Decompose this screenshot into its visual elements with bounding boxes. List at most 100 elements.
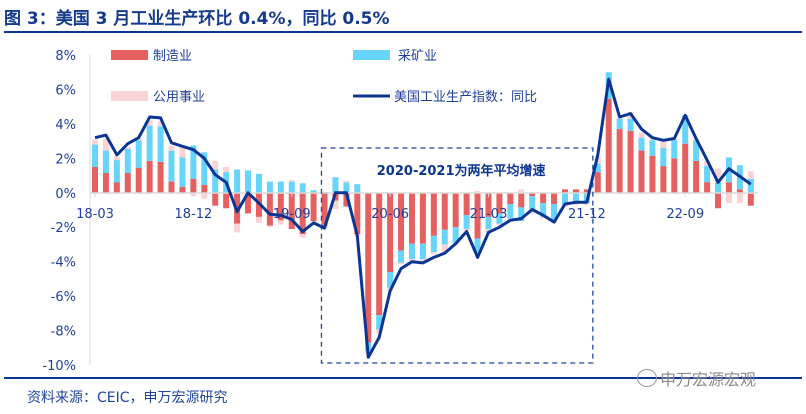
- bar-utilities: [638, 132, 645, 138]
- bar-manufacturing: [485, 192, 492, 217]
- bar-utilities: [223, 166, 230, 173]
- bar-manufacturing: [179, 186, 186, 193]
- bar-manufacturing: [649, 155, 656, 193]
- bar-manufacturing: [736, 189, 743, 193]
- bar-mining: [463, 215, 470, 229]
- bar-mining: [245, 170, 252, 193]
- footer-rule: [4, 377, 802, 379]
- bar-mining: [179, 157, 186, 187]
- bar-manufacturing: [157, 161, 164, 193]
- bar-manufacturing: [113, 182, 120, 193]
- bar-mining: [747, 179, 754, 193]
- bar-utilities: [288, 179, 295, 182]
- bar-mining: [660, 148, 667, 167]
- bar-utilities: [234, 223, 241, 233]
- bar-manufacturing: [168, 181, 175, 193]
- y-axis: 8% 6% 4% 2% 0% -2% -4% -6% -8% -10%: [42, 49, 76, 374]
- bars: [92, 72, 754, 355]
- bar-mining: [408, 243, 415, 260]
- y-tick-label: -8%: [51, 325, 76, 340]
- bar-mining: [92, 144, 98, 167]
- bar-mining: [102, 150, 109, 173]
- legend-swatch-utilities: [111, 91, 148, 101]
- bar-manufacturing: [452, 192, 459, 228]
- bar-mining: [255, 173, 262, 193]
- bar-mining: [572, 192, 579, 204]
- y-tick-label: 6%: [55, 83, 76, 98]
- bar-utilities: [649, 138, 656, 141]
- bar-mining: [551, 203, 558, 222]
- bar-mining: [234, 169, 241, 193]
- annotation-box: [320, 147, 594, 364]
- bar-manufacturing: [518, 192, 525, 208]
- bar-utilities: [92, 139, 98, 145]
- bar-mining: [190, 145, 197, 179]
- bar-manufacturing: [474, 192, 481, 239]
- bar-manufacturing: [682, 143, 689, 193]
- bar-utilities: [299, 234, 306, 238]
- legend: 制造业 采矿业 公用事业 美国工业生产指数：同比: [111, 49, 537, 105]
- bar-mining: [288, 181, 295, 193]
- bar-manufacturing: [419, 192, 426, 244]
- y-tick-label: -2%: [51, 221, 76, 236]
- bar-mining: [310, 190, 317, 193]
- bar-mining: [496, 213, 503, 224]
- bar-mining: [485, 216, 492, 229]
- bar-manufacturing: [212, 192, 219, 206]
- bar-utilities: [441, 244, 448, 253]
- bar-mining: [507, 203, 514, 219]
- bar-manufacturing: [693, 160, 700, 193]
- bar-manufacturing: [321, 192, 328, 226]
- bar-mining: [715, 182, 722, 193]
- bar-mining: [146, 125, 153, 161]
- y-tick-label: -4%: [51, 256, 76, 271]
- bar-utilities: [518, 189, 525, 193]
- bar-utilities: [583, 203, 590, 205]
- bar-mining: [168, 150, 175, 182]
- bar-utilities: [179, 147, 186, 158]
- bar-utilities: [343, 180, 350, 183]
- bar-manufacturing: [671, 158, 678, 193]
- bar-mining: [693, 140, 700, 161]
- bar-manufacturing: [354, 192, 361, 235]
- y-tick-label: 8%: [55, 49, 76, 64]
- bar-utilities: [408, 259, 415, 261]
- bar-mining: [649, 140, 656, 156]
- bar-manufacturing: [463, 192, 470, 216]
- bar-manufacturing: [747, 192, 754, 206]
- bar-mining: [474, 238, 481, 253]
- bar-manufacturing: [266, 192, 273, 226]
- bar-manufacturing: [408, 192, 415, 244]
- x-tick-label: 18-12: [174, 207, 212, 222]
- bar-mining: [201, 152, 208, 186]
- bar-manufacturing: [223, 192, 230, 209]
- bar-mining: [277, 181, 284, 193]
- bar-mining: [594, 163, 601, 173]
- bar-utilities: [419, 259, 426, 261]
- bar-utilities: [113, 156, 120, 161]
- bar-mining: [343, 182, 350, 193]
- bar-mining: [376, 315, 383, 330]
- bar-utilities: [736, 192, 743, 204]
- bar-mining: [266, 181, 273, 193]
- bar-manufacturing: [496, 192, 503, 214]
- x-tick-label: 21-03: [470, 207, 508, 222]
- bar-manufacturing: [605, 98, 612, 193]
- legend-label-utilities: 公用事业: [153, 90, 205, 105]
- bar-manufacturing: [660, 166, 667, 193]
- bar-utilities: [332, 200, 339, 210]
- bar-utilities: [146, 120, 153, 126]
- bar-manufacturing: [551, 192, 558, 204]
- bar-mining: [682, 115, 689, 144]
- bar-utilities: [540, 216, 547, 219]
- wechat-icon: [637, 369, 657, 387]
- watermark: 申万宏源宏观: [660, 370, 757, 389]
- bar-utilities: [529, 211, 536, 214]
- bar-manufacturing: [529, 192, 536, 197]
- bar-mining: [387, 272, 394, 288]
- bar-utilities: [124, 147, 131, 149]
- bar-utilities: [277, 220, 284, 225]
- x-tick-label: 20-06: [371, 207, 409, 222]
- bar-utilities: [474, 191, 481, 193]
